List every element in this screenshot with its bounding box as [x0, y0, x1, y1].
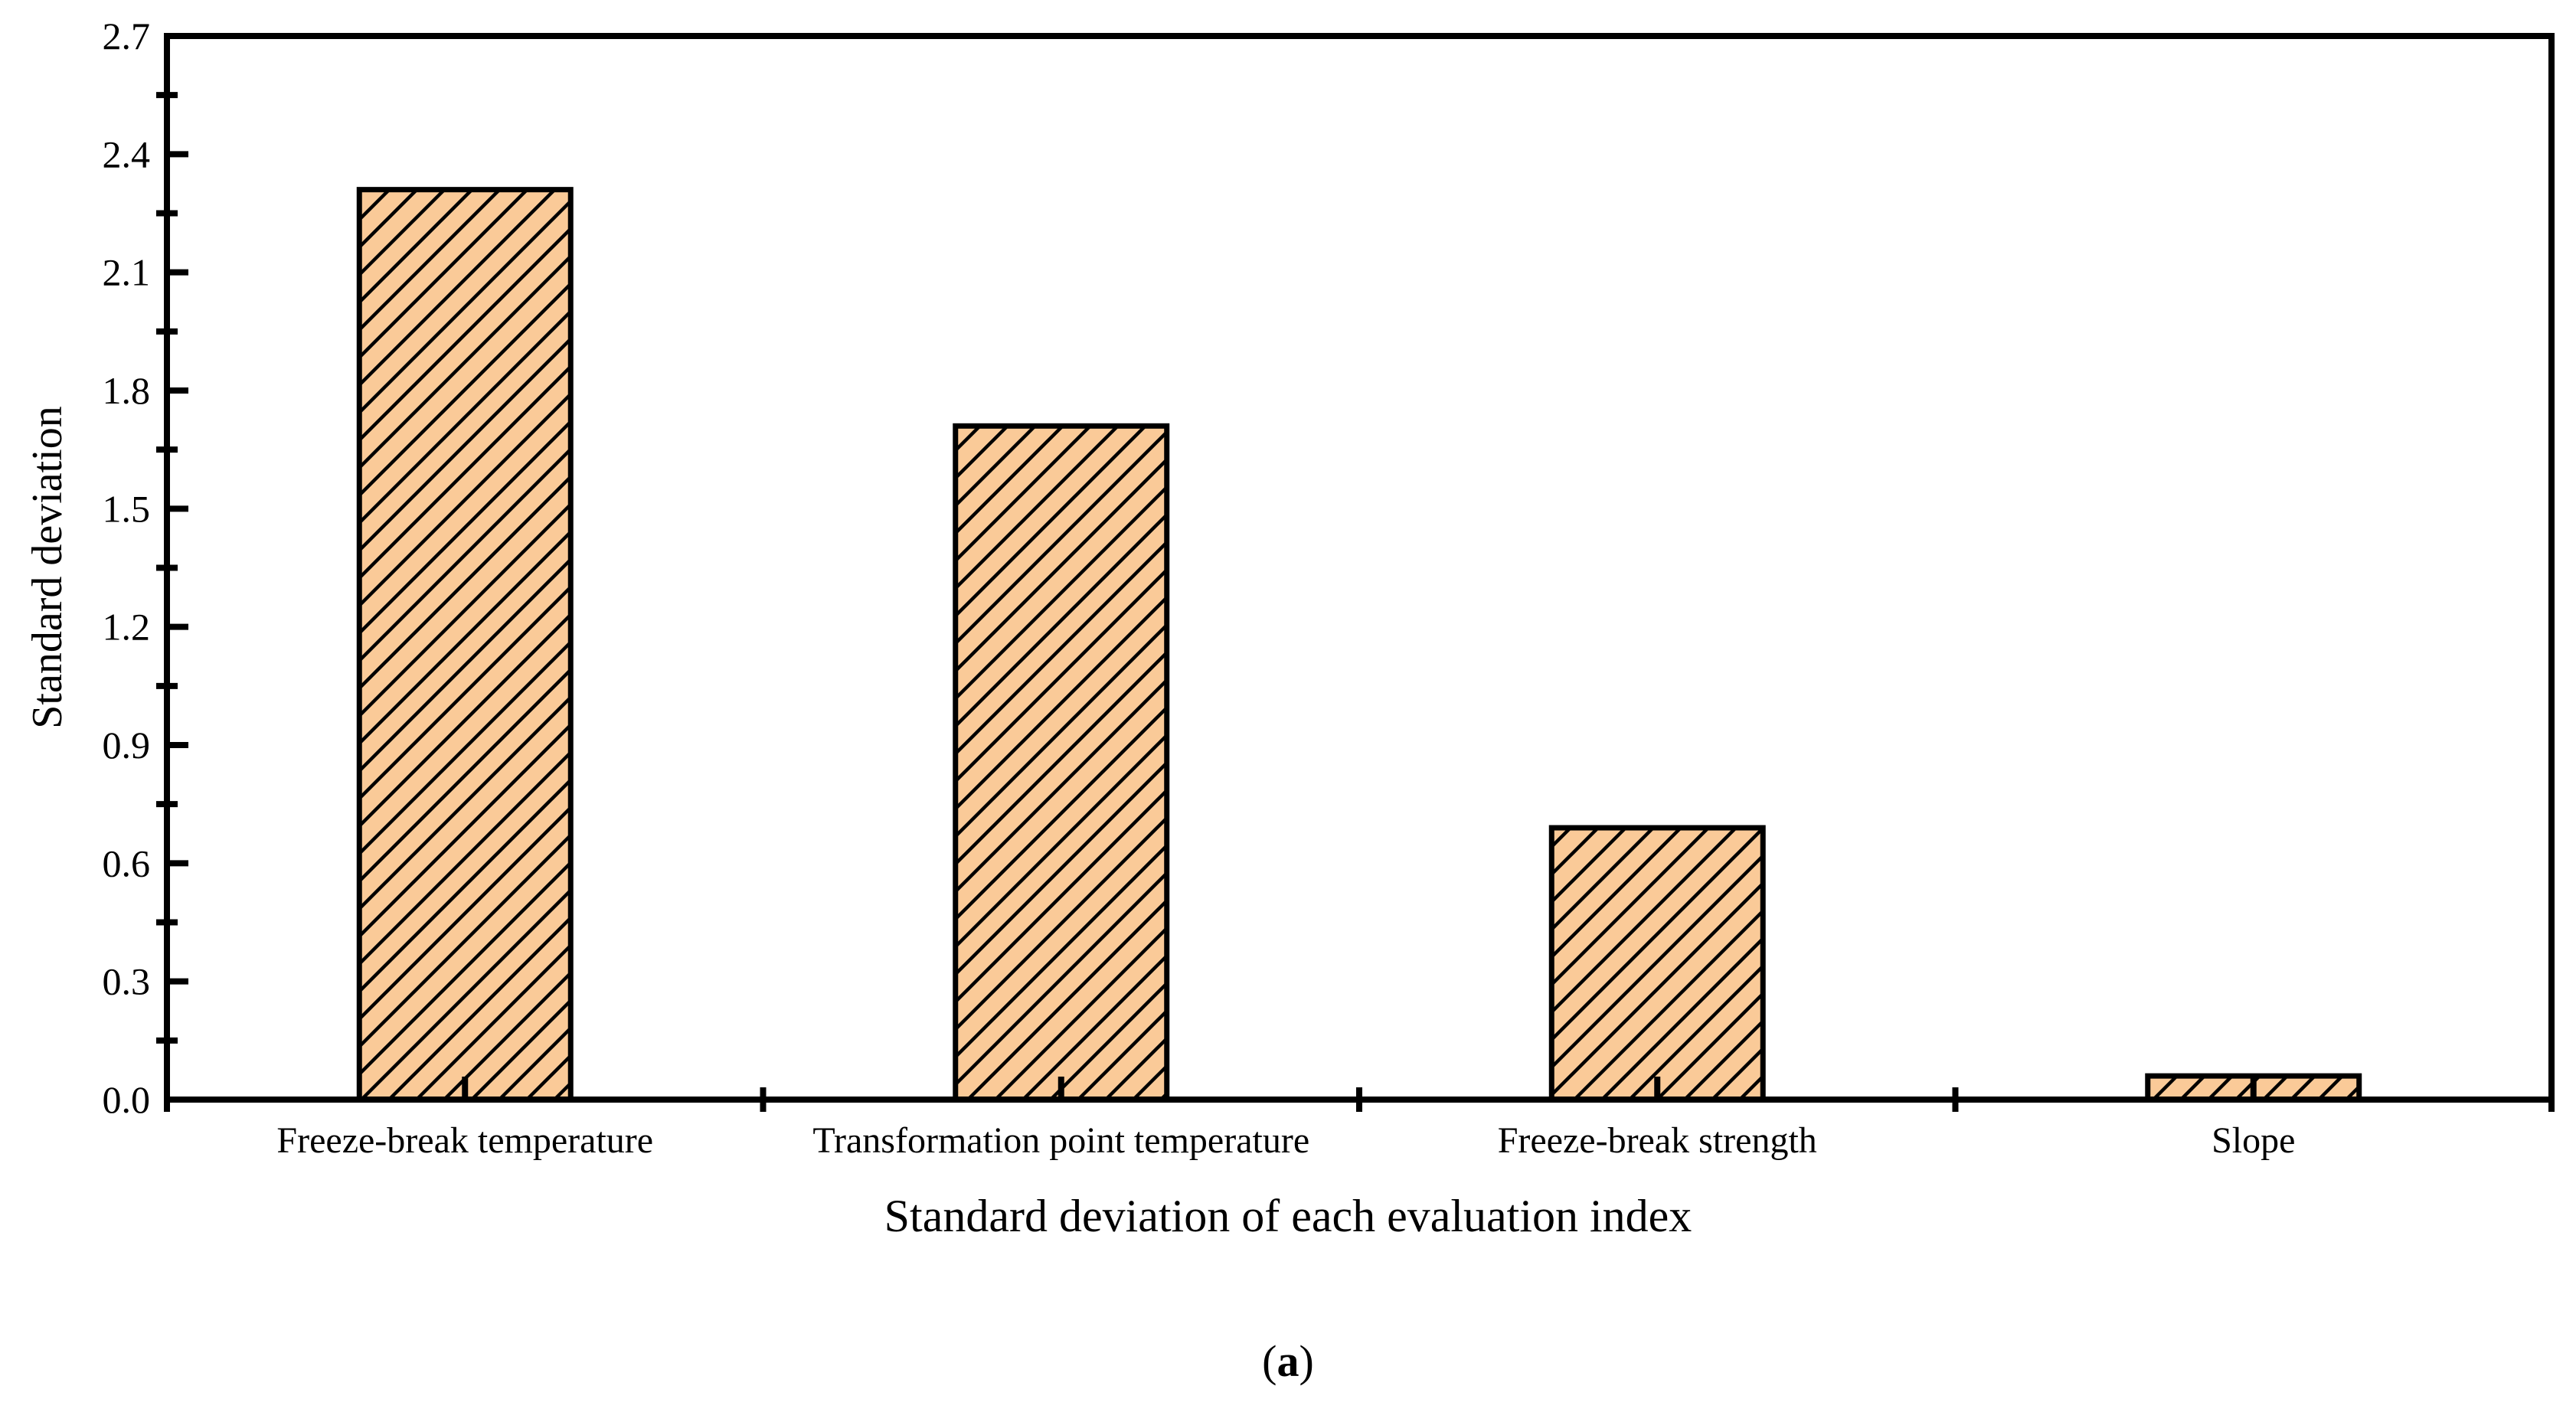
y-tick-label: 2.4 — [103, 132, 151, 175]
x-axis-ticks — [164, 1077, 2555, 1112]
x-category-label: Freeze-break temperature — [276, 1120, 653, 1161]
x-category-label: Transformation point temperature — [812, 1120, 1309, 1161]
caption-paren-close: ) — [1299, 1336, 1314, 1386]
y-tick-label: 0.6 — [103, 842, 151, 884]
y-tick-label: 1.5 — [103, 487, 151, 530]
caption-letter: a — [1277, 1336, 1299, 1386]
x-category-labels: Freeze-break temperature Transformation p… — [276, 1120, 2295, 1161]
x-axis-title: Standard deviation of each evaluation in… — [884, 1191, 1692, 1241]
x-category-label: Freeze-break strength — [1498, 1120, 1817, 1161]
bar-hatch-outline — [1548, 825, 1766, 1103]
x-category-label: Slope — [2212, 1120, 2295, 1161]
caption-paren-open: ( — [1262, 1336, 1277, 1386]
y-tick-label: 1.2 — [103, 606, 151, 649]
y-axis-ticks — [156, 92, 188, 1044]
y-tick-label: 0.0 — [103, 1078, 151, 1121]
y-tick-label: 1.8 — [103, 369, 151, 412]
y-axis-title: Standard deviation — [24, 406, 71, 728]
bar-hatch-outline — [953, 423, 1170, 1103]
figure-caption: (a) — [1262, 1336, 1314, 1386]
y-tick-label: 2.1 — [103, 251, 151, 294]
y-tick-label: 0.9 — [103, 724, 151, 766]
y-tick-label: 0.3 — [103, 960, 151, 1003]
bar-hatch-outline — [356, 187, 574, 1103]
y-tick-label: 2.7 — [103, 15, 151, 57]
bar-series — [356, 187, 2362, 1103]
y-tick-labels: 0.0 0.3 0.6 0.9 1.2 1.5 1.8 2.1 2.4 2.7 — [103, 15, 151, 1121]
